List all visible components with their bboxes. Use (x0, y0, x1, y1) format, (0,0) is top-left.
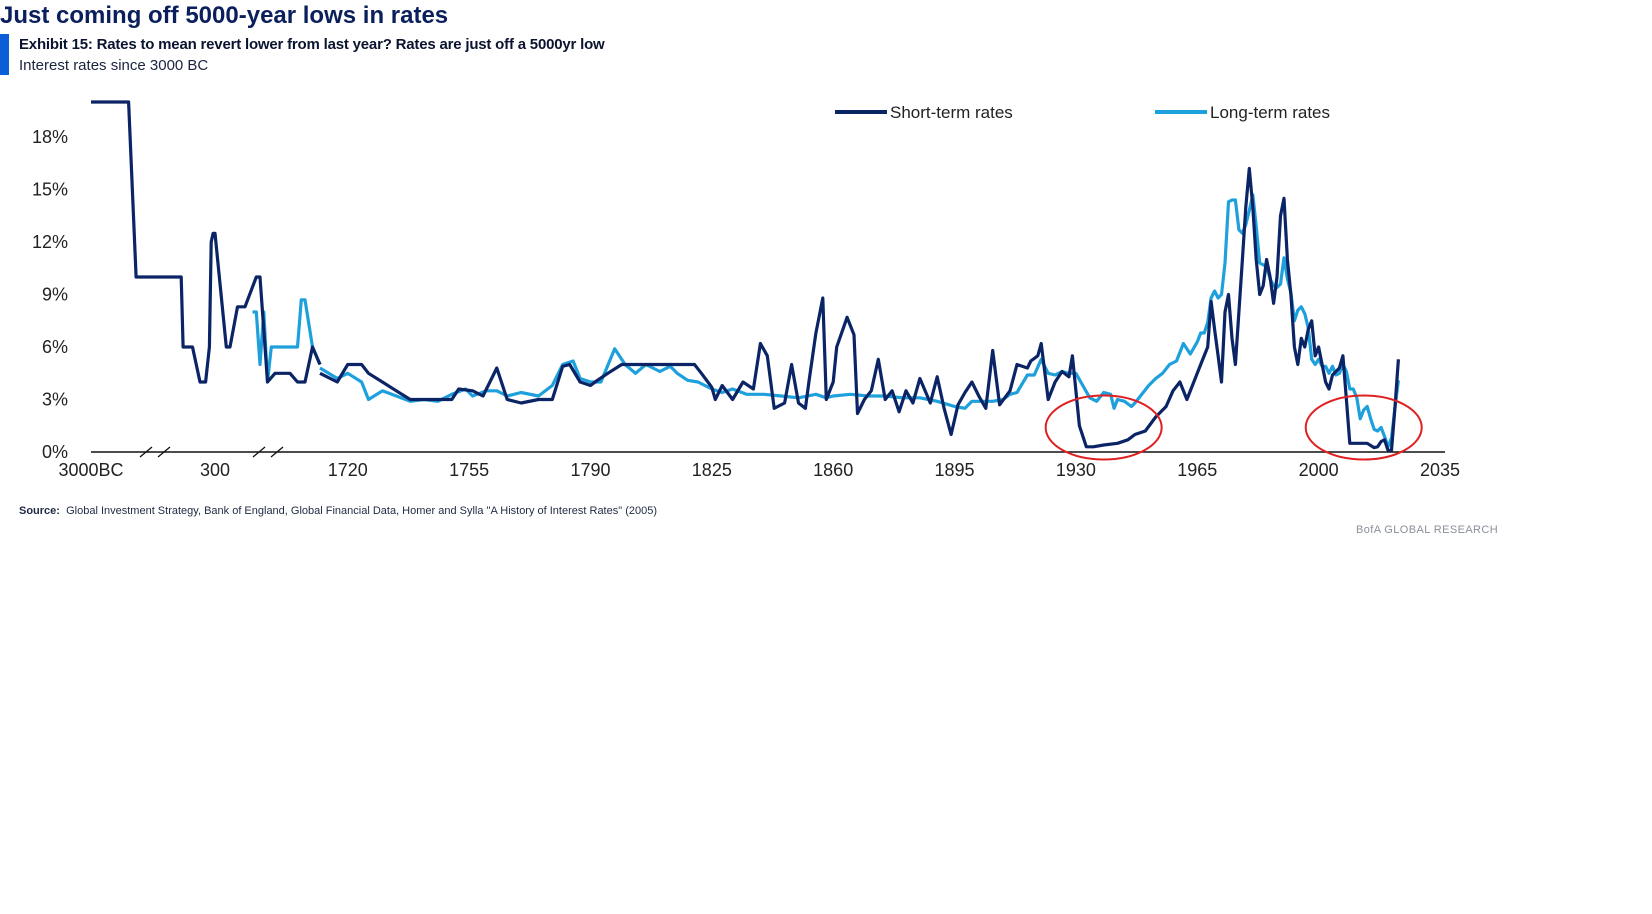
series-line-ancient (252, 298, 322, 384)
x-tick-label: 2035 (1420, 460, 1460, 480)
series-line-modern (319, 166, 1400, 452)
series-line-ancient (91, 100, 322, 384)
source-label: Source: (19, 505, 60, 517)
y-axis-ticks: 0% 3% 6% 9% 12% 15% 18% (32, 127, 68, 462)
annotation-circle (1304, 394, 1423, 461)
axis-break-mark (139, 446, 153, 458)
legend-label: Long-term rates (1210, 103, 1330, 122)
annotation-circle (1044, 394, 1163, 461)
y-tick-label: 12% (32, 232, 68, 252)
headline: Just coming off 5000-year lows in rates (0, 2, 449, 29)
chart-subtitle: Interest rates since 3000 BC (19, 57, 209, 74)
y-tick-label: 9% (42, 285, 68, 305)
series-line-modern (319, 193, 1400, 449)
accent-bar (0, 34, 9, 75)
y-tick-label: 15% (32, 180, 68, 200)
x-tick-label: 1965 (1177, 460, 1217, 480)
y-tick-label: 18% (32, 127, 68, 147)
y-tick-label: 3% (42, 390, 68, 410)
x-tick-label: 3000BC (58, 460, 123, 480)
x-tick-label: 1720 (328, 460, 368, 480)
axis-break-mark (157, 446, 171, 458)
axis-break-mark (252, 446, 266, 458)
series-long-term (252, 193, 1400, 449)
legend: Short-term rates Long-term rates (835, 103, 1330, 122)
y-tick-label: 0% (42, 442, 68, 462)
brand-label: BofA GLOBAL RESEARCH (1356, 524, 1499, 536)
x-axis (91, 446, 1445, 458)
x-tick-label: 1755 (449, 460, 489, 480)
x-tick-label: 1930 (1056, 460, 1096, 480)
series-short-term (91, 100, 1400, 452)
rates-chart: 0% 3% 6% 9% 12% 15% 18% 3000BC 300 1720 1755 1790 1… (32, 100, 1460, 480)
x-tick-label: 1860 (813, 460, 853, 480)
annotations (1044, 394, 1423, 461)
source-text: Global Investment Strategy, Bank of Engl… (66, 505, 657, 517)
exhibit-title: Exhibit 15: Rates to mean revert lower f… (19, 36, 605, 53)
x-tick-label: 2000 (1299, 460, 1339, 480)
x-tick-label: 1790 (570, 460, 610, 480)
x-tick-label: 1895 (935, 460, 975, 480)
axis-break-mark (270, 446, 284, 458)
x-tick-label: 300 (200, 460, 230, 480)
source-note: Source: Global Investment Strategy, Bank… (19, 505, 657, 517)
x-tick-label: 1825 (692, 460, 732, 480)
y-tick-label: 6% (42, 337, 68, 357)
x-axis-ticks: 3000BC 300 1720 1755 1790 1825 1860 1895 1930 196… (58, 460, 1460, 480)
legend-label: Short-term rates (890, 103, 1013, 122)
